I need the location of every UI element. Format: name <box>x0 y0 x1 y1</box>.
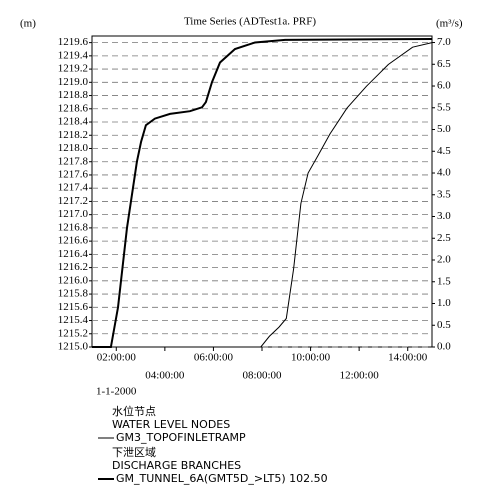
y2-tick-label: 4.0 <box>437 167 451 179</box>
y2-tick-label: 4.5 <box>437 145 451 157</box>
y2-tick-label: 2.5 <box>437 232 451 244</box>
y2-tick-label: 2.0 <box>437 254 451 266</box>
y-tick-label: 1216.0 <box>58 274 89 286</box>
y-tick-label: 1219.0 <box>58 76 89 88</box>
y2-axis-unit: (m³/s) <box>436 18 463 30</box>
y2-tick-label: 3.0 <box>437 210 451 222</box>
y-tick-label: 1219.4 <box>58 49 89 61</box>
chart-title: Time Series (ADTest1a. PRF) <box>184 16 316 28</box>
y-tick-label: 1216.6 <box>58 235 89 247</box>
y2-tick-label: 1.5 <box>437 275 451 287</box>
y-tick-label: 1218.2 <box>58 129 88 141</box>
y-tick-label: 1215.6 <box>58 301 89 313</box>
y-tick-label: 1218.4 <box>58 116 89 128</box>
x-tick-label: 08:00:00 <box>242 370 282 382</box>
y2-tick-label: 5.0 <box>437 123 451 135</box>
y-tick-label: 1216.8 <box>58 221 89 233</box>
y-tick-label: 1217.6 <box>58 168 89 180</box>
y-tick-label: 1215.0 <box>58 341 89 353</box>
y-tick-label: 1215.8 <box>58 288 89 300</box>
x-tick-label: 04:00:00 <box>145 370 185 382</box>
y-tick-label: 1216.4 <box>58 248 89 260</box>
y2-tick-label: 5.5 <box>437 101 451 113</box>
y-tick-label: 1217.4 <box>58 182 89 194</box>
y-tick-label: 1219.6 <box>58 36 89 48</box>
y2-tick-label: 7.0 <box>437 36 451 48</box>
legend-group-title: 水位节点 <box>112 404 156 418</box>
legend-group-title: 下泄区域 <box>112 446 156 459</box>
y-tick-label: 1217.8 <box>58 155 89 167</box>
x-tick-label: 10:00:00 <box>291 352 331 364</box>
y2-tick-label: 0.0 <box>437 341 451 353</box>
y-tick-label: 1217.2 <box>58 195 88 207</box>
y-tick-label: 1217.0 <box>58 208 89 220</box>
legend-group-title: WATER LEVEL NODES <box>112 418 230 431</box>
y-tick-label: 1216.2 <box>58 261 88 273</box>
y-axis-unit: (m) <box>20 18 36 30</box>
y2-tick-label: 1.0 <box>437 297 451 309</box>
x-tick-label: 02:00:00 <box>97 352 137 364</box>
y-tick-label: 1218.8 <box>58 89 89 101</box>
legend-entry: GM3_TOPOFINLETRAMP <box>116 431 246 444</box>
x-tick-label: 06:00:00 <box>194 352 234 364</box>
y2-tick-label: 6.0 <box>437 80 451 92</box>
y-tick-label: 1218.0 <box>58 142 89 154</box>
y2-tick-label: 0.5 <box>437 319 451 331</box>
y-tick-label: 1215.4 <box>58 314 89 326</box>
date-label: 1-1-2000 <box>96 386 137 398</box>
series-line <box>92 42 433 348</box>
x-tick-label: 12:00:00 <box>340 370 380 382</box>
y-tick-label: 1215.2 <box>58 327 88 339</box>
legend-group-title: DISCHARGE BRANCHES <box>112 459 241 472</box>
y2-tick-label: 3.5 <box>437 188 451 200</box>
y-tick-label: 1218.6 <box>58 102 89 114</box>
legend-entry: GM_TUNNEL_6A(GMT5D_>LT5) 102.50 <box>116 472 328 485</box>
y2-tick-label: 6.5 <box>437 58 451 70</box>
y-tick-label: 1219.2 <box>58 63 88 75</box>
series-line <box>92 38 433 348</box>
x-tick-label: 14:00:00 <box>388 352 428 364</box>
